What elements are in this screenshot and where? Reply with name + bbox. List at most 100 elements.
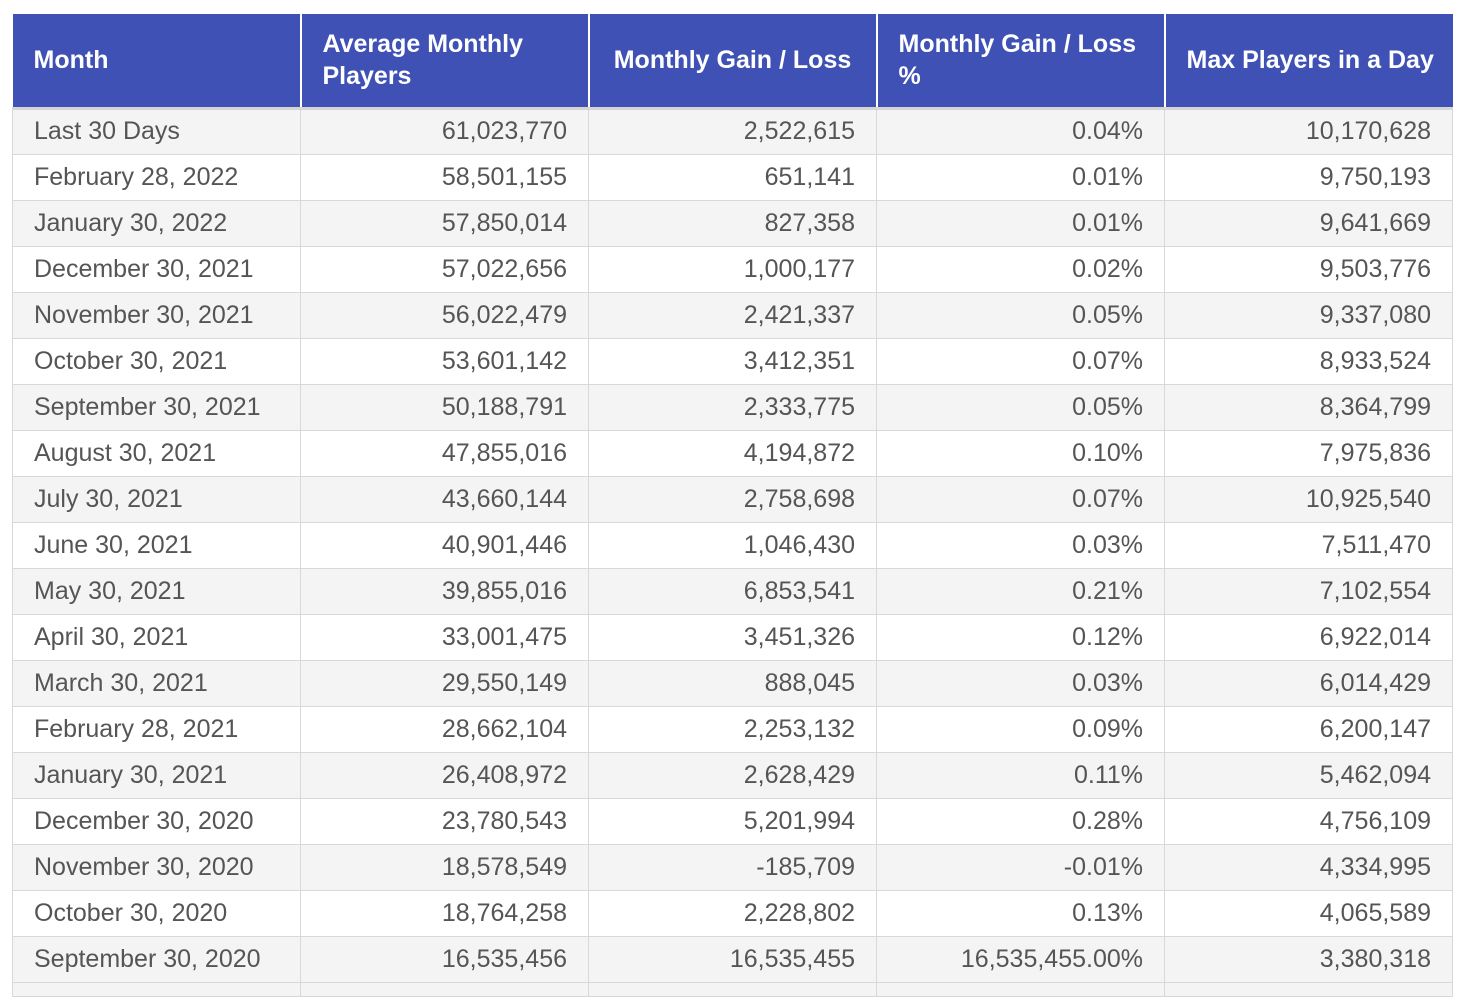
cell-monthly-gain-loss-percent: 0.05% xyxy=(876,291,1165,339)
cell-average-monthly-players: 23,780,543 xyxy=(300,797,589,845)
cell-average-monthly-players: 29,550,149 xyxy=(300,659,589,707)
cell-monthly-gain-loss: 1,000,177 xyxy=(588,245,877,293)
cell-monthly-gain-loss-percent: 0.03% xyxy=(876,659,1165,707)
cell-partial xyxy=(1164,981,1453,997)
table-row: October 30, 2020 18,764,258 2,228,802 0.13%… xyxy=(12,889,1453,937)
cell-monthly-gain-loss: 2,758,698 xyxy=(588,475,877,523)
cell-month: July 30, 2021 xyxy=(12,475,301,523)
cell-average-monthly-players: 43,660,144 xyxy=(300,475,589,523)
cell-monthly-gain-loss-percent: 0.05% xyxy=(876,383,1165,431)
cell-average-monthly-players: 40,901,446 xyxy=(300,521,589,569)
cell-average-monthly-players: 57,022,656 xyxy=(300,245,589,293)
cell-max-players-in-a-day: 10,925,540 xyxy=(1164,475,1453,523)
cell-max-players-in-a-day: 7,102,554 xyxy=(1164,567,1453,615)
table-row: December 30, 2021 57,022,656 1,000,177 0.02… xyxy=(12,245,1453,293)
header-max-players-in-a-day[interactable]: Max Players in a Day xyxy=(1164,14,1453,110)
table-row: September 30, 2021 50,188,791 2,333,775 0.0… xyxy=(12,383,1453,431)
table-row: June 30, 2021 40,901,446 1,046,430 0.03% 7,5… xyxy=(12,521,1453,569)
cell-month: February 28, 2021 xyxy=(12,705,301,753)
cell-max-players-in-a-day: 4,065,589 xyxy=(1164,889,1453,937)
cell-monthly-gain-loss-percent: 0.10% xyxy=(876,429,1165,477)
table-row: November 30, 2021 56,022,479 2,421,337 0.05… xyxy=(12,291,1453,339)
cell-max-players-in-a-day: 9,503,776 xyxy=(1164,245,1453,293)
cell-partial xyxy=(588,981,877,997)
table-row: February 28, 2022 58,501,155 651,141 0.01% 9… xyxy=(12,153,1453,201)
cell-monthly-gain-loss: 827,358 xyxy=(588,199,877,247)
table-row: August 30, 2021 47,855,016 4,194,872 0.10% 7… xyxy=(12,429,1453,477)
cell-month: November 30, 2021 xyxy=(12,291,301,339)
cell-monthly-gain-loss: 2,253,132 xyxy=(588,705,877,753)
cell-average-monthly-players: 26,408,972 xyxy=(300,751,589,799)
cell-average-monthly-players: 47,855,016 xyxy=(300,429,589,477)
header-average-monthly-players[interactable]: Average Monthly Players xyxy=(300,14,590,110)
table-row: May 30, 2021 39,855,016 6,853,541 0.21% 7,10… xyxy=(12,567,1453,615)
cell-max-players-in-a-day: 9,750,193 xyxy=(1164,153,1453,201)
cell-monthly-gain-loss: 1,046,430 xyxy=(588,521,877,569)
cell-monthly-gain-loss: 16,535,455 xyxy=(588,935,877,983)
table-row: January 30, 2022 57,850,014 827,358 0.01% 9,… xyxy=(12,199,1453,247)
header-monthly-gain-loss[interactable]: Monthly Gain / Loss xyxy=(588,14,878,110)
cell-month: September 30, 2021 xyxy=(12,383,301,431)
table-row: October 30, 2021 53,601,142 3,412,351 0.07%… xyxy=(12,337,1453,385)
cell-monthly-gain-loss: 651,141 xyxy=(588,153,877,201)
cell-month: October 30, 2021 xyxy=(12,337,301,385)
cell-month: September 30, 2020 xyxy=(12,935,301,983)
cell-month: December 30, 2020 xyxy=(12,797,301,845)
cell-monthly-gain-loss-percent: 0.01% xyxy=(876,199,1165,247)
cell-max-players-in-a-day: 10,170,628 xyxy=(1164,107,1453,155)
cell-monthly-gain-loss-percent: 0.13% xyxy=(876,889,1165,937)
cell-monthly-gain-loss-percent: 0.09% xyxy=(876,705,1165,753)
table-row: July 30, 2021 43,660,144 2,758,698 0.07% 10,… xyxy=(12,475,1453,523)
cell-month: Last 30 Days xyxy=(12,107,301,155)
cell-max-players-in-a-day: 6,200,147 xyxy=(1164,705,1453,753)
cell-average-monthly-players: 50,188,791 xyxy=(300,383,589,431)
cell-month: January 30, 2022 xyxy=(12,199,301,247)
table-body: Last 30 Days 61,023,770 2,522,615 0.04% 10,1… xyxy=(12,107,1453,997)
cell-monthly-gain-loss-percent: -0.01% xyxy=(876,843,1165,891)
table-header-row: Month Average Monthly Players Monthly Ga… xyxy=(12,14,1453,110)
table-row: January 30, 2021 26,408,972 2,628,429 0.11%… xyxy=(12,751,1453,799)
cell-monthly-gain-loss-percent: 16,535,455.00% xyxy=(876,935,1165,983)
cell-monthly-gain-loss: 2,421,337 xyxy=(588,291,877,339)
cell-partial xyxy=(876,981,1165,997)
table-row-partial xyxy=(12,981,1453,997)
table-row: December 30, 2020 23,780,543 5,201,994 0.28… xyxy=(12,797,1453,845)
cell-monthly-gain-loss-percent: 0.21% xyxy=(876,567,1165,615)
cell-monthly-gain-loss: 3,412,351 xyxy=(588,337,877,385)
cell-month: May 30, 2021 xyxy=(12,567,301,615)
header-month[interactable]: Month xyxy=(12,14,302,110)
cell-monthly-gain-loss: 3,451,326 xyxy=(588,613,877,661)
cell-month: February 28, 2022 xyxy=(12,153,301,201)
cell-monthly-gain-loss-percent: 0.12% xyxy=(876,613,1165,661)
cell-average-monthly-players: 39,855,016 xyxy=(300,567,589,615)
player-stats-table-container: Month Average Monthly Players Monthly Ga… xyxy=(12,14,1453,997)
table-row: November 30, 2020 18,578,549 -185,709 -0.01… xyxy=(12,843,1453,891)
cell-average-monthly-players: 33,001,475 xyxy=(300,613,589,661)
cell-max-players-in-a-day: 9,641,669 xyxy=(1164,199,1453,247)
cell-max-players-in-a-day: 5,462,094 xyxy=(1164,751,1453,799)
header-monthly-gain-loss-percent[interactable]: Monthly Gain / Loss % xyxy=(876,14,1166,110)
cell-monthly-gain-loss: -185,709 xyxy=(588,843,877,891)
cell-month: March 30, 2021 xyxy=(12,659,301,707)
cell-monthly-gain-loss: 4,194,872 xyxy=(588,429,877,477)
cell-monthly-gain-loss-percent: 0.04% xyxy=(876,107,1165,155)
table-row: February 28, 2021 28,662,104 2,253,132 0.09… xyxy=(12,705,1453,753)
cell-monthly-gain-loss-percent: 0.28% xyxy=(876,797,1165,845)
cell-max-players-in-a-day: 7,511,470 xyxy=(1164,521,1453,569)
cell-max-players-in-a-day: 4,756,109 xyxy=(1164,797,1453,845)
cell-monthly-gain-loss-percent: 0.03% xyxy=(876,521,1165,569)
cell-monthly-gain-loss: 2,522,615 xyxy=(588,107,877,155)
cell-monthly-gain-loss: 888,045 xyxy=(588,659,877,707)
cell-max-players-in-a-day: 6,014,429 xyxy=(1164,659,1453,707)
cell-average-monthly-players: 58,501,155 xyxy=(300,153,589,201)
cell-monthly-gain-loss-percent: 0.11% xyxy=(876,751,1165,799)
cell-max-players-in-a-day: 8,933,524 xyxy=(1164,337,1453,385)
cell-monthly-gain-loss-percent: 0.01% xyxy=(876,153,1165,201)
table-row: September 30, 2020 16,535,456 16,535,455 16… xyxy=(12,935,1453,983)
cell-month: January 30, 2021 xyxy=(12,751,301,799)
cell-partial xyxy=(300,981,589,997)
table-row: April 30, 2021 33,001,475 3,451,326 0.12% 6,… xyxy=(12,613,1453,661)
cell-max-players-in-a-day: 7,975,836 xyxy=(1164,429,1453,477)
cell-max-players-in-a-day: 6,922,014 xyxy=(1164,613,1453,661)
cell-average-monthly-players: 53,601,142 xyxy=(300,337,589,385)
